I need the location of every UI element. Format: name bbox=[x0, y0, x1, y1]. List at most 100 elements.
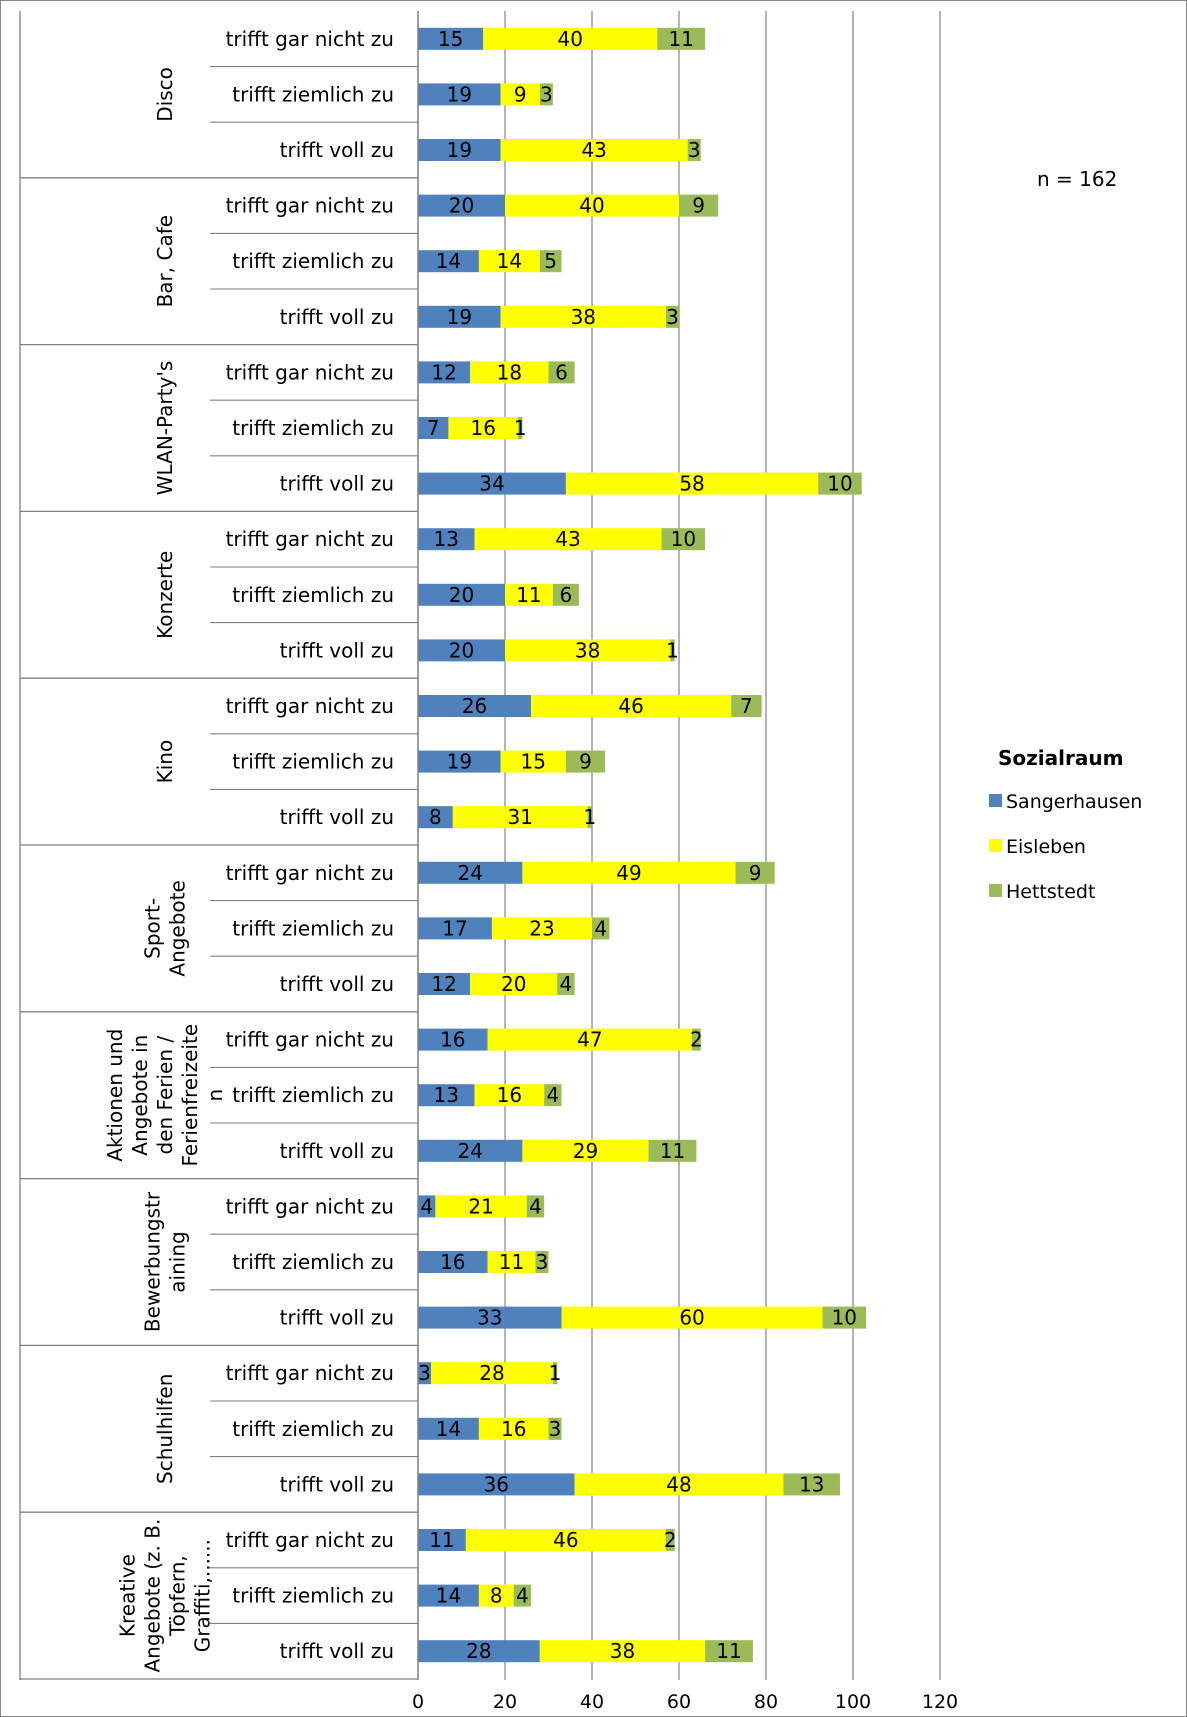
x-tick-label: 100 bbox=[835, 1691, 871, 1713]
data-label: 9 bbox=[514, 82, 527, 106]
category-label: trifft ziemlich zu bbox=[232, 416, 394, 440]
bar-segment-hettstedt bbox=[657, 27, 706, 50]
data-label: 1 bbox=[666, 638, 679, 662]
bar-segment-sangerhausen bbox=[418, 695, 532, 717]
data-label: 1 bbox=[583, 805, 596, 829]
data-label: 4 bbox=[529, 1194, 542, 1218]
bar-segment-eisleben bbox=[522, 861, 736, 884]
bar-segment-eisleben bbox=[505, 639, 671, 662]
bar-segment-sangerhausen bbox=[418, 250, 479, 273]
bar-segment-hettstedt bbox=[665, 305, 679, 328]
data-label: 40 bbox=[558, 27, 583, 51]
bar-segment-sangerhausen bbox=[418, 639, 505, 662]
data-label: 10 bbox=[827, 472, 852, 496]
data-label: 13 bbox=[434, 527, 459, 551]
data-label: 38 bbox=[610, 1639, 635, 1663]
bar-segment-eisleben bbox=[500, 83, 540, 106]
data-label: 38 bbox=[575, 638, 600, 662]
legend-entry: Eisleben bbox=[1006, 836, 1086, 858]
bar-segment-hettstedt bbox=[705, 1640, 753, 1663]
data-label: 17 bbox=[442, 916, 467, 940]
bar-segment-eisleben bbox=[565, 472, 819, 495]
data-label: 15 bbox=[438, 27, 463, 51]
data-label: 12 bbox=[431, 972, 456, 996]
data-label: 11 bbox=[516, 583, 541, 607]
bar-segment-hettstedt bbox=[592, 917, 610, 940]
bar-segment-sangerhausen bbox=[418, 194, 505, 217]
category-label: trifft voll zu bbox=[280, 1306, 394, 1330]
data-label: 4 bbox=[516, 1584, 529, 1608]
bar-segment-sangerhausen bbox=[418, 1195, 436, 1218]
gridlines bbox=[504, 11, 941, 1680]
bar-segment-hettstedt bbox=[565, 750, 606, 773]
group-label: Aktionen undAngebote inden Ferien /Ferie… bbox=[103, 1024, 227, 1167]
bar-segment-sangerhausen bbox=[418, 361, 471, 384]
bar-segment-hettstedt bbox=[552, 583, 579, 606]
data-label: 23 bbox=[529, 916, 554, 940]
bar-segment-hettstedt bbox=[735, 861, 775, 884]
data-label: 49 bbox=[616, 861, 641, 885]
category-label: trifft gar nicht zu bbox=[226, 360, 394, 384]
data-label: 40 bbox=[579, 194, 604, 218]
legend-swatch bbox=[989, 794, 1002, 807]
data-label: 58 bbox=[679, 472, 704, 496]
data-label: 20 bbox=[449, 194, 474, 218]
data-label: 4 bbox=[594, 916, 607, 940]
bar-segment-sangerhausen bbox=[418, 528, 475, 551]
bar-segment-eisleben bbox=[483, 27, 658, 50]
bar-segment-eisleben bbox=[431, 1362, 553, 1385]
data-label: 13 bbox=[434, 1083, 459, 1107]
bar-segment-hettstedt bbox=[557, 973, 575, 995]
bar-segment-sangerhausen bbox=[418, 1584, 479, 1607]
bar-segment-hettstedt bbox=[648, 1139, 697, 1162]
group-label: KreativeAngebote (z. B.Töpfern,Graffiti,… bbox=[116, 1519, 215, 1673]
x-tick-label: 80 bbox=[754, 1691, 778, 1713]
data-label: 11 bbox=[429, 1528, 454, 1552]
bar-segment-sangerhausen bbox=[418, 583, 505, 606]
category-label: trifft voll zu bbox=[280, 305, 394, 329]
data-label: 9 bbox=[692, 194, 705, 218]
data-label: 4 bbox=[420, 1194, 433, 1218]
bar-segment-eisleben bbox=[500, 750, 566, 773]
data-label: 31 bbox=[507, 805, 532, 829]
bar-segment-sangerhausen bbox=[418, 806, 453, 829]
data-label: 4 bbox=[560, 972, 573, 996]
bar-segment-hettstedt bbox=[679, 194, 719, 217]
bar-segment-eisleben bbox=[487, 1251, 536, 1273]
data-label: 18 bbox=[497, 360, 522, 384]
category-label: trifft voll zu bbox=[280, 138, 394, 162]
group-label: Schulhilfen bbox=[153, 1374, 177, 1484]
category-label: trifft gar nicht zu bbox=[226, 1194, 394, 1218]
data-label: 28 bbox=[466, 1639, 491, 1663]
x-tick-label: 120 bbox=[922, 1691, 958, 1713]
bar-segment-eisleben bbox=[478, 1584, 514, 1607]
value-axis: 0 20 40 60 80 100 120 bbox=[412, 1691, 958, 1713]
data-label: 19 bbox=[447, 82, 472, 106]
category-label: trifft voll zu bbox=[280, 1472, 394, 1496]
bar-segment-sangerhausen bbox=[418, 1084, 475, 1107]
data-label: 43 bbox=[581, 138, 606, 162]
bar-segment-eisleben bbox=[539, 1640, 706, 1663]
category-label: trifft ziemlich zu bbox=[232, 1250, 394, 1274]
data-label: 60 bbox=[679, 1306, 704, 1330]
group-label: Kino bbox=[153, 740, 177, 784]
group-label: Sport-Angebote bbox=[141, 880, 190, 976]
category-label: trifft voll zu bbox=[280, 1639, 394, 1663]
bar-segment-eisleben bbox=[448, 417, 519, 439]
data-label: 11 bbox=[668, 27, 693, 51]
data-label: 16 bbox=[497, 1083, 522, 1107]
data-label: 19 bbox=[447, 138, 472, 162]
bar-segment-sangerhausen bbox=[418, 1640, 540, 1663]
category-label: trifft ziemlich zu bbox=[232, 1584, 394, 1608]
bar-segment-eisleben bbox=[478, 250, 540, 273]
data-label: 14 bbox=[436, 1584, 461, 1608]
data-label: 24 bbox=[457, 861, 482, 885]
category-label: trifft voll zu bbox=[280, 972, 394, 996]
data-label: 12 bbox=[431, 360, 456, 384]
bar-segment-hettstedt bbox=[822, 1306, 867, 1329]
data-label: 2 bbox=[664, 1528, 677, 1552]
x-tick-label: 20 bbox=[493, 1691, 517, 1713]
data-label: 3 bbox=[536, 1250, 549, 1274]
bar-segment-eisleben bbox=[478, 1417, 549, 1440]
